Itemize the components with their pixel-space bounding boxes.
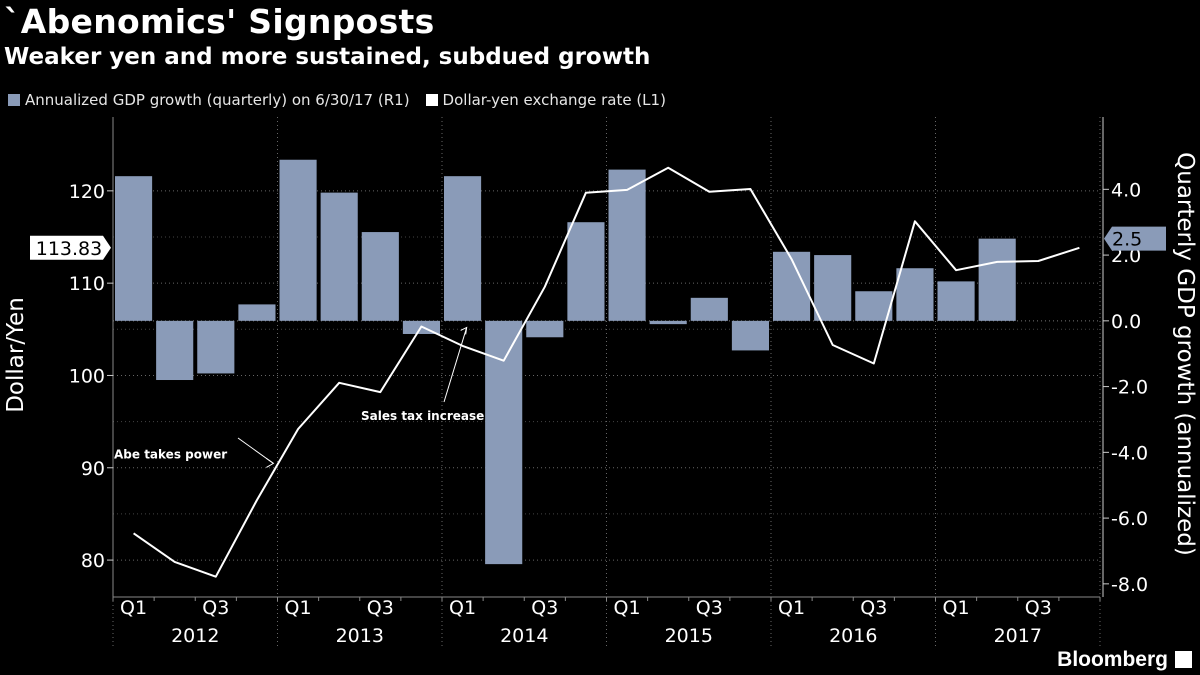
x-year-label: 2013 bbox=[336, 625, 384, 647]
annotation-arrowhead-sales-tax bbox=[460, 326, 468, 335]
gdp-bar bbox=[978, 238, 1016, 321]
gdp-bar bbox=[855, 291, 893, 321]
left-tick-label: 100 bbox=[69, 365, 105, 387]
x-tick-label: Q3 bbox=[860, 597, 887, 619]
chart-subtitle: Weaker yen and more sustained, subdued g… bbox=[4, 44, 651, 70]
x-year-label: 2012 bbox=[171, 625, 219, 647]
legend-item-yen: Dollar-yen exchange rate (L1) bbox=[425, 91, 666, 109]
left-tick-label: 110 bbox=[69, 273, 105, 295]
x-year-label: 2014 bbox=[500, 625, 548, 647]
right-tick-label: -2.0 bbox=[1111, 377, 1148, 399]
gdp-bar bbox=[896, 268, 934, 321]
gdp-bar bbox=[197, 320, 235, 374]
right-tick-label: -8.0 bbox=[1111, 574, 1148, 596]
gdp-bar bbox=[156, 320, 194, 381]
gdp-bar bbox=[937, 281, 975, 321]
left-tick-label: 90 bbox=[81, 458, 105, 480]
gdp-bar bbox=[320, 192, 358, 321]
last-value-flag-left bbox=[30, 235, 111, 260]
x-tick-label: Q1 bbox=[614, 597, 641, 619]
x-tick-label: Q3 bbox=[531, 597, 558, 619]
gdp-bar bbox=[814, 255, 852, 321]
x-year-label: 2015 bbox=[665, 625, 713, 647]
gdp-bar bbox=[444, 176, 482, 321]
x-tick-label: Q1 bbox=[120, 597, 147, 619]
gdp-bar bbox=[238, 304, 276, 321]
right-tick-label: 0.0 bbox=[1111, 311, 1141, 333]
legend: Annualized GDP growth (quarterly) on 6/3… bbox=[8, 91, 682, 109]
left-tick-label: 80 bbox=[81, 550, 105, 572]
legend-swatch-gdp bbox=[8, 94, 20, 106]
x-tick-label: Q1 bbox=[285, 597, 312, 619]
x-tick-label: Q1 bbox=[449, 597, 476, 619]
x-year-label: 2016 bbox=[829, 625, 877, 647]
x-tick-label: Q3 bbox=[696, 597, 723, 619]
gdp-bar bbox=[361, 232, 399, 321]
x-tick-label: Q1 bbox=[778, 597, 805, 619]
gdp-bar bbox=[690, 297, 728, 321]
annotation-sales-tax: Sales tax increase bbox=[361, 409, 484, 423]
chart-title: `Abenomics' Signposts bbox=[4, 2, 435, 41]
source-label: Bloomberg bbox=[1057, 648, 1168, 671]
last-value-left-label: 113.83 bbox=[36, 238, 102, 260]
gdp-bar bbox=[649, 320, 687, 325]
legend-swatch-yen bbox=[425, 94, 438, 106]
x-tick-label: Q3 bbox=[202, 597, 229, 619]
gdp-bar bbox=[279, 159, 317, 321]
annotation-arrow-sales-tax bbox=[443, 327, 468, 403]
x-tick-label: Q1 bbox=[943, 597, 970, 619]
gdp-bar bbox=[485, 320, 523, 565]
right-tick-label: -4.0 bbox=[1111, 442, 1148, 464]
gdp-bar bbox=[526, 320, 564, 338]
legend-item-gdp: Annualized GDP growth (quarterly) on 6/3… bbox=[8, 91, 410, 109]
legend-label-yen: Dollar-yen exchange rate (L1) bbox=[442, 91, 666, 109]
last-value-flag-right bbox=[1104, 226, 1166, 251]
yen-line bbox=[133, 166, 1080, 578]
last-value-right-label: 2.5 bbox=[1112, 229, 1142, 251]
gdp-bar bbox=[567, 222, 605, 321]
right-tick-label: 4.0 bbox=[1111, 179, 1141, 201]
annotation-arrowhead-abe bbox=[266, 457, 275, 468]
gdp-bar bbox=[115, 176, 153, 321]
x-tick-label: Q3 bbox=[1025, 597, 1052, 619]
left-tick-label: 120 bbox=[69, 181, 105, 203]
x-year-label: 2017 bbox=[994, 625, 1042, 647]
bloomberg-logo-icon bbox=[1175, 651, 1192, 668]
left-axis-title: Dollar/Yen bbox=[3, 297, 29, 413]
legend-label-gdp: Annualized GDP growth (quarterly) on 6/3… bbox=[25, 91, 410, 109]
annotation-abe: Abe takes power bbox=[114, 447, 227, 461]
gdp-bar bbox=[731, 320, 769, 351]
right-tick-label: -6.0 bbox=[1111, 508, 1148, 530]
x-tick-label: Q3 bbox=[367, 597, 394, 619]
right-axis-title: Quarterly GDP growth (annualized) bbox=[1172, 152, 1198, 556]
gdp-bar bbox=[608, 169, 646, 321]
